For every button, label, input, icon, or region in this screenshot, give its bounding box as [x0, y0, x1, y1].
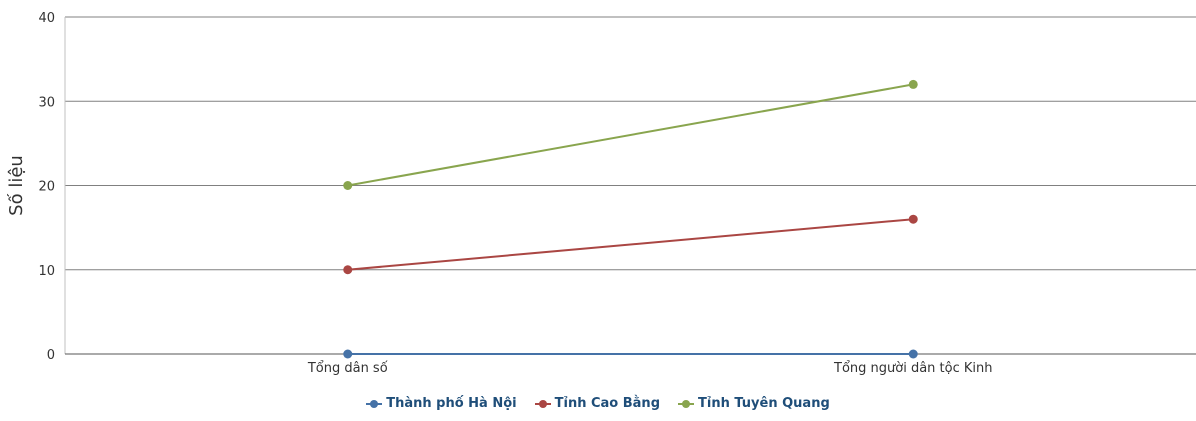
legend-line-marker-icon — [366, 398, 383, 410]
legend-item[interactable]: Tỉnh Tuyên Quang — [678, 396, 830, 411]
y-tick-label: 0 — [47, 348, 55, 363]
legend-label: Tỉnh Tuyên Quang — [698, 396, 830, 411]
legend-item[interactable]: Tỉnh Cao Bằng — [534, 396, 660, 411]
grid-lines — [64, 16, 1196, 354]
legend-label: Thành phố Hà Nội — [386, 396, 517, 411]
chart-legend: Thành phố Hà Nội Tỉnh Cao Bằng Tỉnh Tuyên … — [0, 396, 1196, 411]
legend-line-marker-icon — [534, 398, 551, 410]
x-tick-label: Tổng dân số — [307, 361, 388, 376]
y-tick-label: 10 — [38, 264, 55, 279]
y-axis-title: Số liệu — [6, 155, 27, 216]
y-axis-ticks: 0 10 20 30 40 — [38, 11, 55, 363]
data-point[interactable] — [343, 181, 353, 190]
data-point[interactable] — [908, 79, 918, 89]
data-point[interactable] — [343, 349, 353, 359]
x-axis-ticks: Tổng dân số Tổng người dân tộc Kinh — [307, 361, 993, 376]
series-line — [347, 83, 914, 187]
y-tick-label: 20 — [38, 180, 55, 195]
data-point[interactable] — [908, 214, 918, 224]
x-tick-label: Tổng người dân tộc Kinh — [833, 361, 992, 376]
legend-line-marker-icon — [678, 398, 694, 410]
data-point[interactable] — [908, 349, 918, 359]
y-tick-label: 40 — [38, 11, 55, 26]
y-tick-label: 30 — [38, 95, 55, 110]
legend-item[interactable]: Thành phố Hà Nội — [366, 396, 517, 411]
series-line — [347, 218, 914, 271]
series-group — [343, 79, 918, 359]
legend-label: Tỉnh Cao Bằng — [554, 396, 660, 411]
data-point[interactable] — [343, 265, 353, 275]
